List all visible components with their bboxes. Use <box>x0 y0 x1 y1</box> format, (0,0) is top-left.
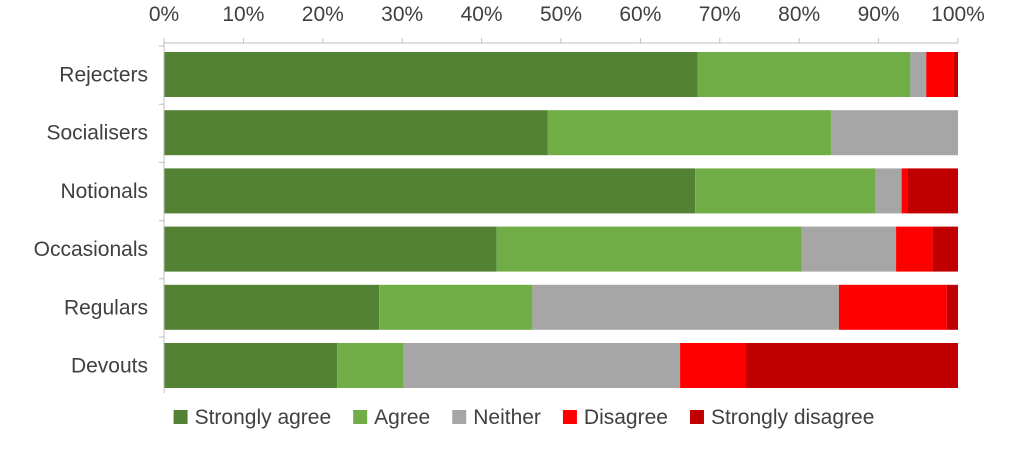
legend-swatch <box>452 410 467 424</box>
legend: Strongly agree Agree Neither Disagree Strong… <box>173 406 874 429</box>
bar-segment-rejecters-neither <box>910 52 927 97</box>
bar-segment-regulars-strongly-agree <box>164 284 380 330</box>
x-tick-label: 50% <box>540 3 582 26</box>
y-category-label: Notionals <box>60 180 148 203</box>
legend-swatch <box>353 410 368 424</box>
legend-swatch <box>689 410 704 424</box>
bar-segment-socialisers-agree <box>547 110 831 156</box>
bar-segment-notionals-neither <box>875 168 902 214</box>
bar-segment-notionals-strongly-agree <box>164 168 696 214</box>
x-tick-label: 80% <box>778 3 820 26</box>
x-axis: 0% 10% 20% 30% 40% 50% 60% 70% 80% 90% 100% <box>149 3 985 44</box>
bar-segment-socialisers-neither <box>830 110 958 156</box>
x-tick-label: 30% <box>381 3 423 26</box>
bar-segment-regulars-strongly-disagree <box>946 284 958 330</box>
legend-label: Agree <box>374 406 430 429</box>
bar-segment-occasionals-strongly-disagree <box>932 226 958 272</box>
x-tick-label: 70% <box>699 3 741 26</box>
y-category-label: Rejecters <box>59 64 148 87</box>
legend-label: Strongly agree <box>195 406 332 429</box>
x-tick-label: 90% <box>858 3 900 26</box>
bar-segment-devouts-strongly-disagree <box>746 343 958 388</box>
x-tick-label: 10% <box>222 3 264 26</box>
bar-segment-regulars-disagree <box>838 284 947 330</box>
legend-swatch <box>562 410 577 424</box>
bar-segment-occasionals-disagree <box>896 226 933 272</box>
legend-label: Neither <box>473 406 541 429</box>
bar-segment-devouts-neither <box>403 343 681 388</box>
bar-segment-rejecters-disagree <box>926 52 954 97</box>
bar-segment-occasionals-neither <box>801 226 897 272</box>
x-tick-label: 60% <box>619 3 661 26</box>
bar-segment-notionals-agree <box>695 168 876 214</box>
bar-segment-regulars-neither <box>532 284 839 330</box>
bars <box>164 52 958 388</box>
legend-label: Disagree <box>584 406 668 429</box>
x-tick-label: 0% <box>149 3 179 26</box>
bar-segment-rejecters-strongly-agree <box>164 52 698 97</box>
bar-segment-occasionals-agree <box>496 226 802 272</box>
bar-segment-rejecters-strongly-disagree <box>953 52 958 97</box>
bar-segment-regulars-agree <box>379 284 533 330</box>
bar-segment-notionals-disagree <box>901 168 908 214</box>
bar-segment-devouts-agree <box>337 343 404 388</box>
bar-segment-socialisers-strongly-agree <box>164 110 548 156</box>
y-category-label: Occasionals <box>34 238 148 261</box>
y-category-label: Socialisers <box>46 122 148 145</box>
bar-segment-occasionals-strongly-agree <box>164 226 497 272</box>
y-axis: Rejecters Socialisers Notionals Occasionals… <box>34 43 165 394</box>
bar-segment-devouts-disagree <box>680 343 747 388</box>
x-tick-label: 20% <box>302 3 344 26</box>
legend-label: Strongly disagree <box>711 406 874 429</box>
x-tick-label: 100% <box>931 3 985 26</box>
bar-segment-notionals-strongly-disagree <box>907 168 958 214</box>
y-category-label: Devouts <box>71 355 148 378</box>
x-tick-label: 40% <box>461 3 503 26</box>
bar-segment-rejecters-agree <box>697 52 911 97</box>
bar-segment-devouts-strongly-agree <box>164 343 338 388</box>
y-category-label: Regulars <box>64 296 148 319</box>
legend-swatch <box>173 410 188 424</box>
